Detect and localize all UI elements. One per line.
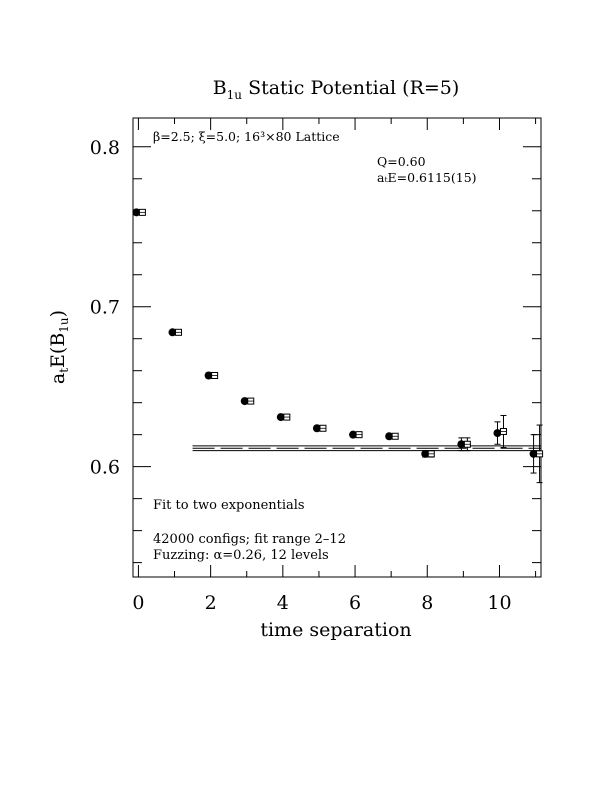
plot-frame	[132, 117, 542, 578]
fit-lines	[192, 445, 541, 452]
x-tick-label: 4	[277, 592, 289, 614]
x-tick-label: 10	[487, 592, 511, 614]
data-point-circle	[204, 371, 213, 380]
data-point-circle	[385, 432, 394, 441]
title-rest: Static Potential (R=5)	[242, 77, 459, 99]
annotation-lattice: β=2.5; ξ=5.0; 16³×80 Lattice	[153, 129, 340, 144]
y-tick-label: 0.8	[90, 137, 120, 159]
ylabel-a: a	[47, 373, 69, 384]
x-tick-label: 8	[421, 592, 433, 614]
data-point-circle	[168, 328, 177, 337]
ylabel-sub: 1u	[57, 317, 71, 333]
data-point-circle	[312, 424, 321, 433]
title-main: B	[213, 77, 227, 99]
axis-ticks: 0 2 4 6 8 10 0.6 0.7 0.8	[90, 118, 541, 614]
data-point-circle	[493, 429, 502, 438]
x-axis-label: time separation	[260, 619, 411, 641]
x-tick-label: 6	[349, 592, 361, 614]
annotation-q: Q=0.60	[377, 154, 426, 169]
x-tick-label: 0	[132, 592, 144, 614]
annotation-configs: 42000 configs; fit range 2–12	[153, 532, 346, 547]
title-subscript: 1u	[227, 88, 243, 102]
ylabel-E: E(B	[47, 333, 69, 368]
data-point-circle	[529, 449, 538, 458]
plot-frame-group	[132, 117, 542, 578]
annotation-fit-energy: aₜE=0.6115(15)	[377, 170, 477, 185]
data-point-circle	[132, 208, 141, 217]
data-point-circle	[421, 449, 430, 458]
data-point-circle	[349, 430, 358, 439]
annotation-fit-desc: Fit to two exponentials	[153, 498, 305, 513]
y-axis-label: atE(B1u)	[47, 310, 71, 384]
data-point-circle	[457, 440, 466, 449]
ylabel-t: t	[57, 368, 71, 373]
data-point-circle	[276, 413, 285, 422]
ylabel-close: )	[47, 310, 69, 317]
annotation-fuzzing: Fuzzing: α=0.26, 12 levels	[153, 548, 329, 563]
data-points	[132, 208, 544, 484]
y-tick-label: 0.7	[90, 297, 120, 319]
x-tick-label: 2	[205, 592, 217, 614]
y-tick-label: 0.6	[90, 457, 120, 479]
chart-title: B1u Static Potential (R=5)	[213, 77, 460, 102]
data-point-circle	[240, 397, 249, 406]
